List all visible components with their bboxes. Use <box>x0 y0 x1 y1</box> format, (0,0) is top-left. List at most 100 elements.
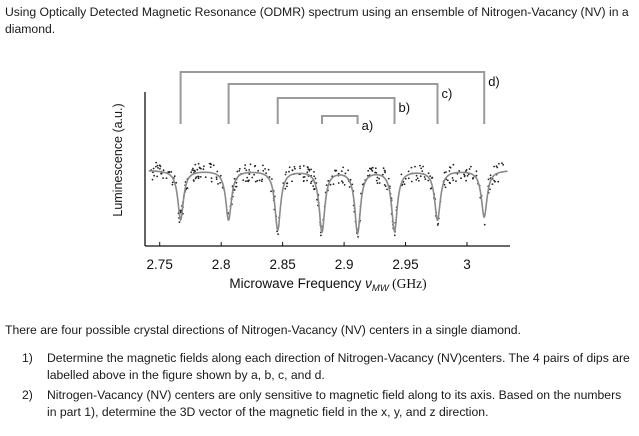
data-point <box>196 168 199 171</box>
data-point <box>277 233 279 236</box>
data-point <box>419 164 421 167</box>
data-point <box>299 167 301 170</box>
data-point <box>357 236 359 238</box>
data-point <box>407 177 410 180</box>
data-point <box>291 180 293 183</box>
data-point <box>498 162 500 165</box>
data-point <box>284 173 287 176</box>
data-point <box>416 177 419 180</box>
data-point <box>288 170 290 173</box>
data-point <box>418 180 420 182</box>
x-tick-label: 2.95 <box>392 257 418 272</box>
data-point <box>204 176 207 179</box>
data-point <box>404 177 407 180</box>
data-point <box>253 165 256 168</box>
data-point <box>286 182 288 185</box>
data-point <box>242 179 245 181</box>
data-point <box>245 169 248 172</box>
data-point <box>501 162 503 165</box>
data-point <box>400 173 403 176</box>
data-point <box>310 168 312 171</box>
data-point <box>367 174 369 177</box>
data-point <box>386 188 388 191</box>
data-point <box>342 181 344 184</box>
data-point <box>199 176 202 178</box>
data-point <box>463 173 465 176</box>
data-point <box>487 178 490 181</box>
data-point <box>162 169 165 172</box>
data-point <box>384 170 386 172</box>
data-point <box>192 179 195 182</box>
data-point <box>448 166 451 168</box>
data-point <box>335 169 338 172</box>
data-point <box>291 169 294 172</box>
data-point <box>306 171 309 174</box>
data-point <box>497 180 500 183</box>
task-number: 2) <box>22 388 33 402</box>
data-point <box>376 182 379 185</box>
data-point <box>443 183 446 186</box>
data-point <box>307 168 310 170</box>
data-point <box>375 171 378 174</box>
data-point <box>165 177 168 180</box>
data-point <box>429 175 432 177</box>
data-point <box>238 170 241 172</box>
x-tick-label: 2.8 <box>212 257 231 272</box>
task-item-2: 2) Nitrogen-Vacancy (NV) centers are onl… <box>22 387 632 421</box>
data-point <box>329 183 332 186</box>
data-point <box>443 171 446 174</box>
data-point <box>427 179 430 182</box>
data-point <box>175 181 178 184</box>
data-point <box>170 171 173 173</box>
dip-pair-label: a) <box>362 118 374 133</box>
data-point <box>157 167 159 169</box>
data-point <box>415 179 418 181</box>
data-point <box>238 167 241 170</box>
data-point <box>313 188 316 191</box>
data-point <box>249 163 252 166</box>
odmr-chart: a) b) c) d) 2.75 2.8 2.85 2.9 2.95 3 Microwave Fre… <box>144 71 510 294</box>
data-point <box>455 180 457 182</box>
data-point <box>258 179 261 182</box>
data-point <box>419 175 422 178</box>
data-point <box>203 165 205 168</box>
dip-pair-bracket <box>276 97 396 124</box>
data-point <box>235 181 238 184</box>
data-point <box>502 163 505 166</box>
data-point <box>245 180 247 183</box>
data-point <box>215 178 218 181</box>
data-point <box>313 171 315 173</box>
data-point <box>361 183 364 186</box>
data-point <box>233 177 236 180</box>
data-point <box>194 163 197 166</box>
data-point <box>270 190 272 193</box>
data-point <box>381 173 384 176</box>
data-point <box>341 180 343 183</box>
data-point <box>475 174 478 177</box>
data-point <box>171 181 174 184</box>
fit-curve <box>148 170 508 236</box>
data-point <box>192 167 194 170</box>
data-point <box>470 165 472 168</box>
data-point <box>248 169 251 171</box>
data-point <box>422 165 424 168</box>
data-point <box>334 169 336 172</box>
data-point <box>445 171 447 173</box>
data-point <box>393 234 396 237</box>
data-point <box>217 183 219 185</box>
data-point <box>293 165 296 168</box>
data-point <box>190 171 193 174</box>
data-point <box>155 165 157 168</box>
data-point <box>387 177 390 180</box>
data-point <box>337 172 340 175</box>
dip-pair-label: d) <box>488 74 500 89</box>
data-point <box>299 165 301 168</box>
data-point <box>162 177 164 179</box>
data-point <box>216 170 219 173</box>
data-point <box>494 180 496 183</box>
data-point <box>257 169 260 172</box>
dip-pair-label: b) <box>399 100 411 115</box>
data-point <box>367 169 370 172</box>
data-point <box>489 174 492 177</box>
intro-text: Using Optically Detected Magnetic Resona… <box>5 5 629 36</box>
